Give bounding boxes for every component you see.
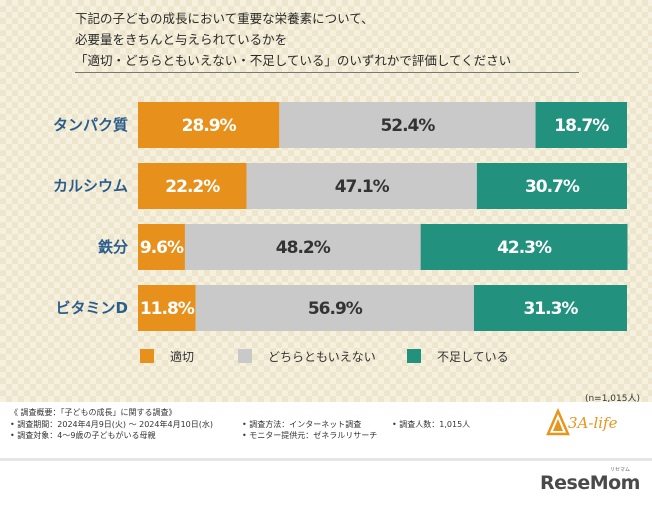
bar-segment xyxy=(138,102,280,148)
bar-segment xyxy=(535,102,627,148)
survey-count: • 調査人数：1,015人 xyxy=(392,419,471,429)
legend-swatch xyxy=(407,349,421,363)
bar-value-label: 30.7% xyxy=(525,177,580,197)
survey-period: • 調査期間：2024年4月9日(火) ～ 2024年4月10日(水) xyxy=(10,419,213,429)
legend-label: 不足している xyxy=(437,350,509,364)
sample-size-note: (n=1,015人) xyxy=(584,394,640,404)
bar-segment xyxy=(195,285,474,331)
bar-segment xyxy=(138,224,185,270)
bar-segment xyxy=(420,224,628,270)
category-label: 鉄分 xyxy=(98,238,128,256)
brand-name: 3A-life xyxy=(568,414,618,432)
bar-segment xyxy=(473,285,627,331)
bar-segment xyxy=(138,163,247,209)
bar-value-label: 18.7% xyxy=(554,116,609,136)
chart-panel: 下記の子どもの成長において重要な栄養素について、 必要量をきちんと与えられている… xyxy=(0,0,652,404)
bar-value-label: 22.2% xyxy=(165,177,220,197)
survey-provider: • モニター提供元：ゼネラルリサーチ xyxy=(242,431,378,440)
survey-method: • 調査方法：インターネット調査 xyxy=(242,419,362,429)
bar-value-label: 9.6% xyxy=(140,238,184,258)
legend-label: どちらともいえない xyxy=(268,350,376,364)
legend-swatch xyxy=(238,349,252,363)
site-logo-ruby: リセマム xyxy=(610,467,631,473)
bar-value-label: 11.8% xyxy=(140,299,195,319)
bar-value-label: 42.3% xyxy=(497,238,552,258)
question-line-1: 下記の子どもの成長において重要な栄養素について、 xyxy=(75,11,374,26)
category-label: タンパク質 xyxy=(53,116,128,134)
stacked-bar-chart: タンパク質 28.9% 52.4% 18.7% カルシウム 22.2% 47.1% 30.7%… xyxy=(53,102,628,331)
bar-value-label: 47.1% xyxy=(335,177,390,197)
legend-item-insufficient: 不足している xyxy=(407,348,509,365)
survey-title: 《 調査概要：「子どもの成長」に関する調査》 xyxy=(10,408,177,417)
category-label: カルシウム xyxy=(53,177,128,195)
footer-divider xyxy=(0,458,652,461)
bar-segment xyxy=(138,285,196,331)
category-label: ビタミンD xyxy=(56,299,128,317)
bar-segment xyxy=(246,163,477,209)
bar-segment xyxy=(184,224,421,270)
title-divider xyxy=(75,72,579,73)
brand-logo: 3A-life xyxy=(546,408,646,438)
bar-value-label: 28.9% xyxy=(182,116,237,136)
bar-segment xyxy=(279,102,536,148)
question-line-3: 「適切・どちらともいえない・不足している」のいずれかで評価してください xyxy=(75,53,512,68)
legend-swatch xyxy=(140,349,154,363)
bar-value-label: 31.3% xyxy=(523,299,578,319)
legend-item-adequate: 適切 xyxy=(140,348,194,365)
site-logo: ReseMom xyxy=(540,472,640,494)
brand-mark-icon xyxy=(546,408,570,436)
survey-target: • 調査対象：4～9歳の子どもがいる母親 xyxy=(10,431,156,440)
bar-value-label: 48.2% xyxy=(276,238,331,258)
legend-item-neutral: どちらともいえない xyxy=(238,348,376,365)
legend-label: 適切 xyxy=(170,350,195,364)
bar-segment xyxy=(476,163,627,209)
bar-value-label: 52.4% xyxy=(380,116,435,136)
question-line-2: 必要量をきちんと与えられているかを xyxy=(75,32,288,47)
bar-value-label: 56.9% xyxy=(308,299,363,319)
question-text: 下記の子どもの成長において重要な栄養素について、 必要量をきちんと与えられている… xyxy=(75,8,575,71)
